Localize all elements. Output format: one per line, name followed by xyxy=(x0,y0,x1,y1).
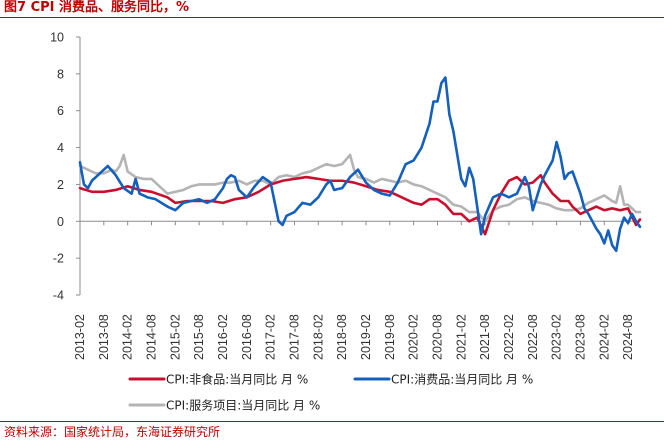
series-line-1 xyxy=(78,76,642,253)
y-tick-label: 10 xyxy=(50,31,64,45)
y-tick-label: 4 xyxy=(57,141,64,155)
series-line-0 xyxy=(78,173,642,236)
legend-label-0: CPI:非食品:当月同比 月 % xyxy=(166,372,308,387)
x-tick-label: 2017-02 xyxy=(264,314,278,360)
y-tick-label: 2 xyxy=(57,178,64,192)
x-tick-label: 2022-08 xyxy=(526,314,540,360)
x-tick-label: 2015-08 xyxy=(192,314,206,360)
x-tick-label: 2016-08 xyxy=(240,314,254,360)
x-tick-label: 2015-02 xyxy=(168,314,182,360)
x-tick-label: 2024-02 xyxy=(597,314,611,360)
legend: CPI:非食品:当月同比 月 % CPI:消费品:当月同比 月 % CPI:服务项目… xyxy=(128,372,533,413)
y-tick-label: 8 xyxy=(57,67,64,81)
y-tick-label: 6 xyxy=(57,104,64,118)
x-tick-label: 2020-08 xyxy=(430,314,444,360)
x-axis: 2013-02 2013-08 2014-02 2014-08 2015-02 2015-… xyxy=(73,220,640,360)
x-tick-label: 2014-02 xyxy=(121,314,135,360)
x-tick-label: 2023-02 xyxy=(550,314,564,360)
y-tick-label: -4 xyxy=(53,289,64,303)
y-tick-label: 0 xyxy=(57,215,64,229)
series-line-2 xyxy=(78,153,642,223)
series-layer xyxy=(78,76,642,253)
cpi-line-chart: 10 8 6 4 2 0 -2 -4 2013-02 2013-08 2014-02 2014-08… xyxy=(50,31,642,413)
source-note: 资料来源：国家统计局，东海证券研究所 xyxy=(4,425,221,439)
x-tick-label: 2018-02 xyxy=(311,314,325,360)
y-axis: 10 8 6 4 2 0 -2 -4 xyxy=(50,31,81,303)
x-tick-label: 2013-08 xyxy=(97,314,111,360)
x-tick-label: 2013-02 xyxy=(73,314,87,360)
source-divider xyxy=(0,421,664,422)
x-tick-label: 2021-08 xyxy=(478,314,492,360)
x-tick-label: 2022-02 xyxy=(502,314,516,360)
x-tick-label: 2024-08 xyxy=(621,314,635,360)
x-tick-label: 2017-08 xyxy=(287,314,301,360)
x-tick-label: 2019-02 xyxy=(359,314,373,360)
y-tick-label: -2 xyxy=(53,252,64,266)
legend-label-2: CPI:服务项目:当月同比 月 % xyxy=(166,398,320,413)
legend-label-1: CPI:消费品:当月同比 月 % xyxy=(391,373,533,387)
figure-title: 图7 CPI 消费品、服务同比，% xyxy=(4,0,190,15)
x-tick-label: 2016-02 xyxy=(216,314,230,360)
x-tick-label: 2021-02 xyxy=(454,314,468,360)
x-tick-label: 2014-08 xyxy=(144,314,158,360)
x-tick-label: 2020-02 xyxy=(407,314,421,360)
x-tick-label: 2019-08 xyxy=(383,314,397,360)
x-tick-label: 2018-08 xyxy=(335,314,349,360)
title-divider xyxy=(0,17,664,18)
x-tick-label: 2023-08 xyxy=(573,314,587,360)
